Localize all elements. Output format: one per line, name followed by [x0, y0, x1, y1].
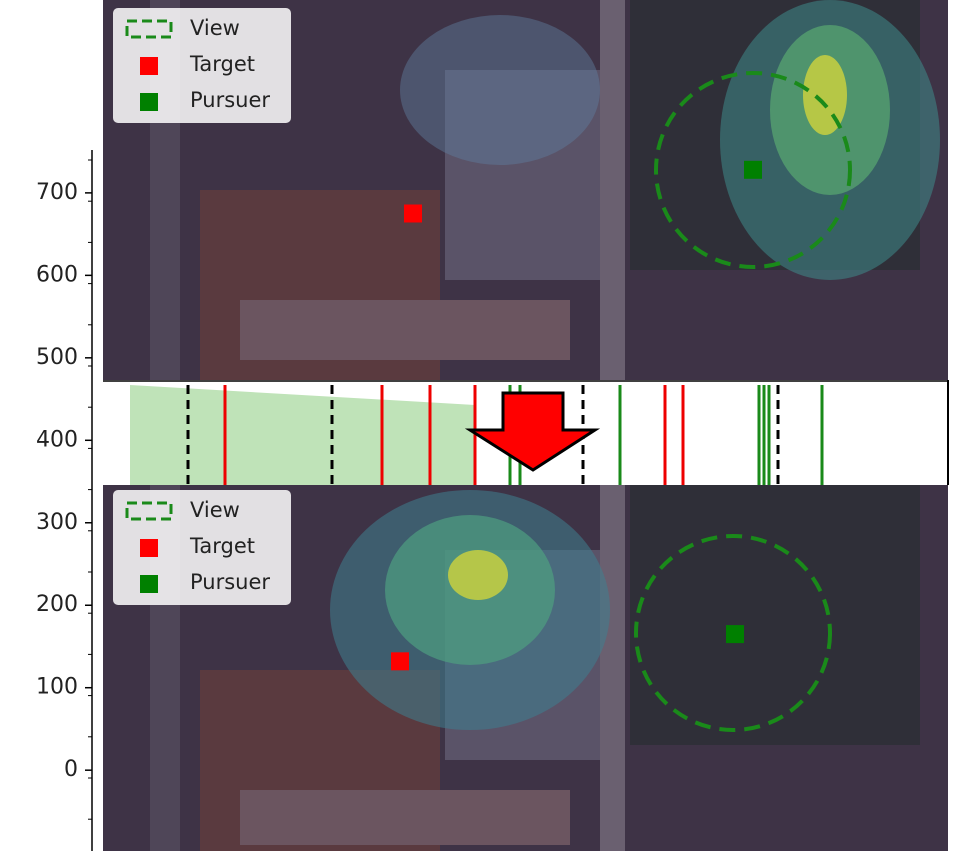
y-tick-label: 300 [36, 510, 78, 535]
y-tick-label: 200 [36, 592, 78, 617]
pursuer-marker [726, 625, 744, 643]
legend-icon [140, 57, 158, 75]
legend-icon [140, 539, 158, 557]
figure: 0 100 200 300 400 500 600 700 View Target Pursuer V… [0, 0, 953, 851]
y-tick-label: 500 [36, 345, 78, 370]
legend-label: Pursuer [190, 88, 270, 112]
y-tick-label: 700 [36, 180, 78, 205]
y-tick-label: 400 [36, 427, 78, 452]
y-tick-label: 600 [36, 262, 78, 287]
legend-label: Pursuer [190, 570, 270, 594]
legend-label: Target [189, 52, 255, 76]
legend-icon [140, 93, 158, 111]
legend-label: View [190, 498, 240, 522]
legend-icon [140, 575, 158, 593]
legend-label: Target [189, 534, 255, 558]
legend-label: View [190, 16, 240, 40]
y-tick-label: 0 [64, 757, 78, 782]
pursuer-marker [744, 161, 762, 179]
y-tick-label: 100 [36, 675, 78, 700]
target-marker [391, 652, 409, 670]
target-marker [404, 205, 422, 223]
